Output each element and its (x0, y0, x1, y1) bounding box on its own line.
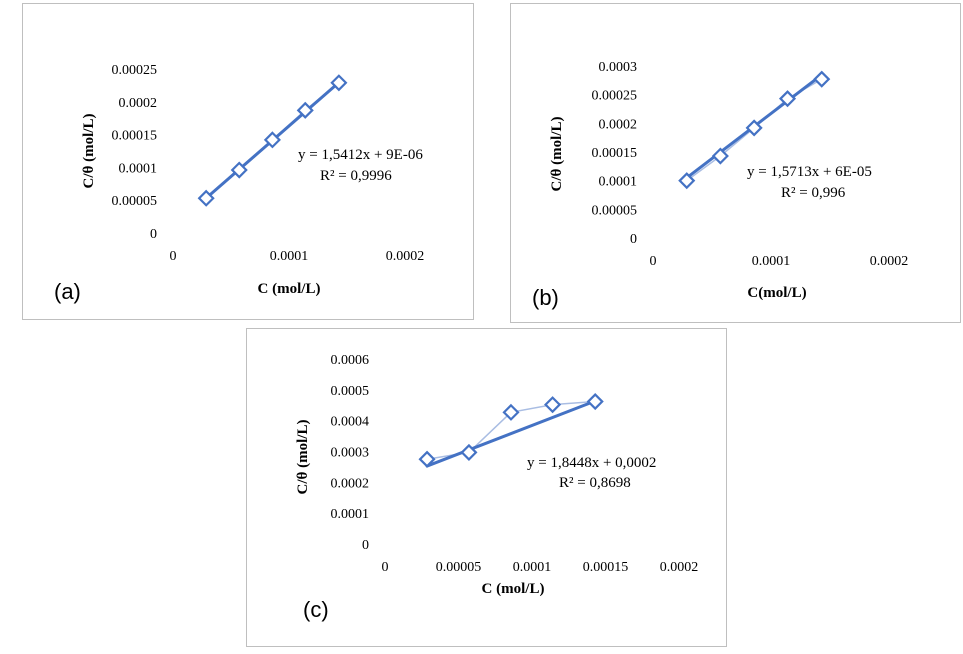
chart-a-y-tick-label: 0.00025 (112, 63, 158, 78)
chart-c-y-tick-label: 0 (362, 538, 369, 553)
panel-label-a: (a) (54, 279, 81, 304)
chart-a-r-squared: R² = 0,9996 (320, 168, 392, 184)
chart-c-y-tick-label: 0.0005 (331, 384, 370, 399)
chart-b-y-tick-label: 0.0001 (599, 175, 638, 190)
chart-b-data-point (678, 172, 696, 190)
chart-a-data-point (330, 74, 348, 92)
chart-b-data-point (745, 119, 763, 137)
chart-a-trendline-equation: y = 1,5412x + 9E-06 (298, 147, 423, 163)
chart-a-y-tick-label: 0 (150, 227, 157, 242)
chart-b-data-point (778, 90, 797, 108)
chart-a-x-axis-title: C (mol/L) (258, 281, 321, 297)
chart-a-y-tick-label: 0.0001 (119, 161, 158, 176)
chart-b-y-tick-label: 0.00025 (592, 89, 638, 104)
chart-b-data-point (711, 147, 729, 165)
chart-b-x-tick-label: 0 (650, 254, 657, 269)
chart-b-x-tick-label: 0.0001 (752, 254, 791, 269)
chart-c-r-squared: R² = 0,8698 (559, 475, 631, 491)
chart-a-x-tick-label: 0 (170, 249, 177, 264)
chart-c-x-tick-label: 0.0001 (513, 560, 552, 575)
chart-b-x-axis-title: C(mol/L) (747, 285, 806, 301)
chart-a-data-point (263, 131, 281, 149)
chart-b-y-tick-label: 0 (630, 232, 637, 247)
chart-c-x-axis-title: C (mol/L) (482, 581, 545, 597)
chart-a-data-point (296, 101, 314, 119)
chart-a-svg: 0 0.00005 0.0001 0.00015 0.0002 0.00025 0 0.000… (81, 63, 425, 297)
chart-c-trendline-equation: y = 1,8448x + 0,0002 (527, 455, 656, 471)
chart-b-svg: 0 0.00005 0.0001 0.00015 0.0002 0.00025 0.0003… (549, 60, 909, 301)
chart-c-x-tick-label: 0 (382, 560, 389, 575)
chart-c-data-point (460, 443, 478, 461)
chart-a-y-tick-label: 0.0002 (119, 96, 158, 111)
chart-panel-c: 0 0.0001 0.0002 0.0003 0.0004 0.0005 0.0006 0 0.… (246, 328, 727, 647)
chart-a-y-axis-title: C/θ (mol/L) (81, 114, 97, 189)
chart-panel-a: 0 0.00005 0.0001 0.00015 0.0002 0.00025 0 0.000… (22, 3, 474, 320)
chart-c-y-tick-label: 0.0002 (331, 476, 370, 491)
chart-a-data-point (197, 189, 215, 207)
chart-c-y-tick-label: 0.0003 (331, 446, 370, 461)
chart-c-trendline (425, 399, 597, 468)
chart-c-y-tick-label: 0.0004 (331, 415, 370, 430)
chart-c-svg: 0 0.0001 0.0002 0.0003 0.0004 0.0005 0.0006 0 0.… (295, 353, 699, 597)
chart-a-data-point (230, 161, 248, 179)
chart-c-x-tick-label: 0.00015 (583, 560, 629, 575)
panel-label-c: (c) (303, 597, 329, 622)
chart-c-data-point (418, 450, 436, 468)
chart-a-y-tick-label: 0.00005 (112, 194, 158, 209)
chart-b-y-tick-label: 0.00005 (592, 203, 638, 218)
chart-b-x-tick-label: 0.0002 (870, 254, 909, 269)
chart-c-y-tick-label: 0.0001 (331, 507, 370, 522)
chart-a-x-tick-label: 0.0002 (386, 249, 425, 264)
chart-c-x-tick-label: 0.0002 (660, 560, 699, 575)
chart-b-y-tick-label: 0.00015 (592, 146, 638, 161)
chart-b-y-tick-label: 0.0003 (599, 60, 638, 75)
chart-c-x-tick-label: 0.00005 (436, 560, 482, 575)
chart-a-x-tick-label: 0.0001 (270, 249, 309, 264)
chart-c-data-point (586, 392, 604, 411)
chart-b-y-axis-title: C/θ (mol/L) (549, 117, 565, 192)
chart-a-y-tick-label: 0.00015 (112, 129, 158, 144)
chart-panel-b: 0 0.00005 0.0001 0.00015 0.0002 0.00025 0.0003… (510, 3, 961, 323)
panel-label-b: (b) (532, 285, 559, 310)
chart-c-y-axis-title: C/θ (mol/L) (295, 420, 311, 495)
chart-c-y-tick-label: 0.0006 (331, 353, 370, 368)
chart-c-data-point (502, 403, 520, 421)
chart-b-y-tick-label: 0.0002 (599, 117, 638, 132)
chart-b-data-point (813, 70, 831, 88)
chart-b-r-squared: R² = 0,996 (781, 185, 846, 201)
chart-b-trendline-equation: y = 1,5713x + 6E-05 (747, 164, 872, 180)
chart-c-data-point (544, 396, 562, 414)
